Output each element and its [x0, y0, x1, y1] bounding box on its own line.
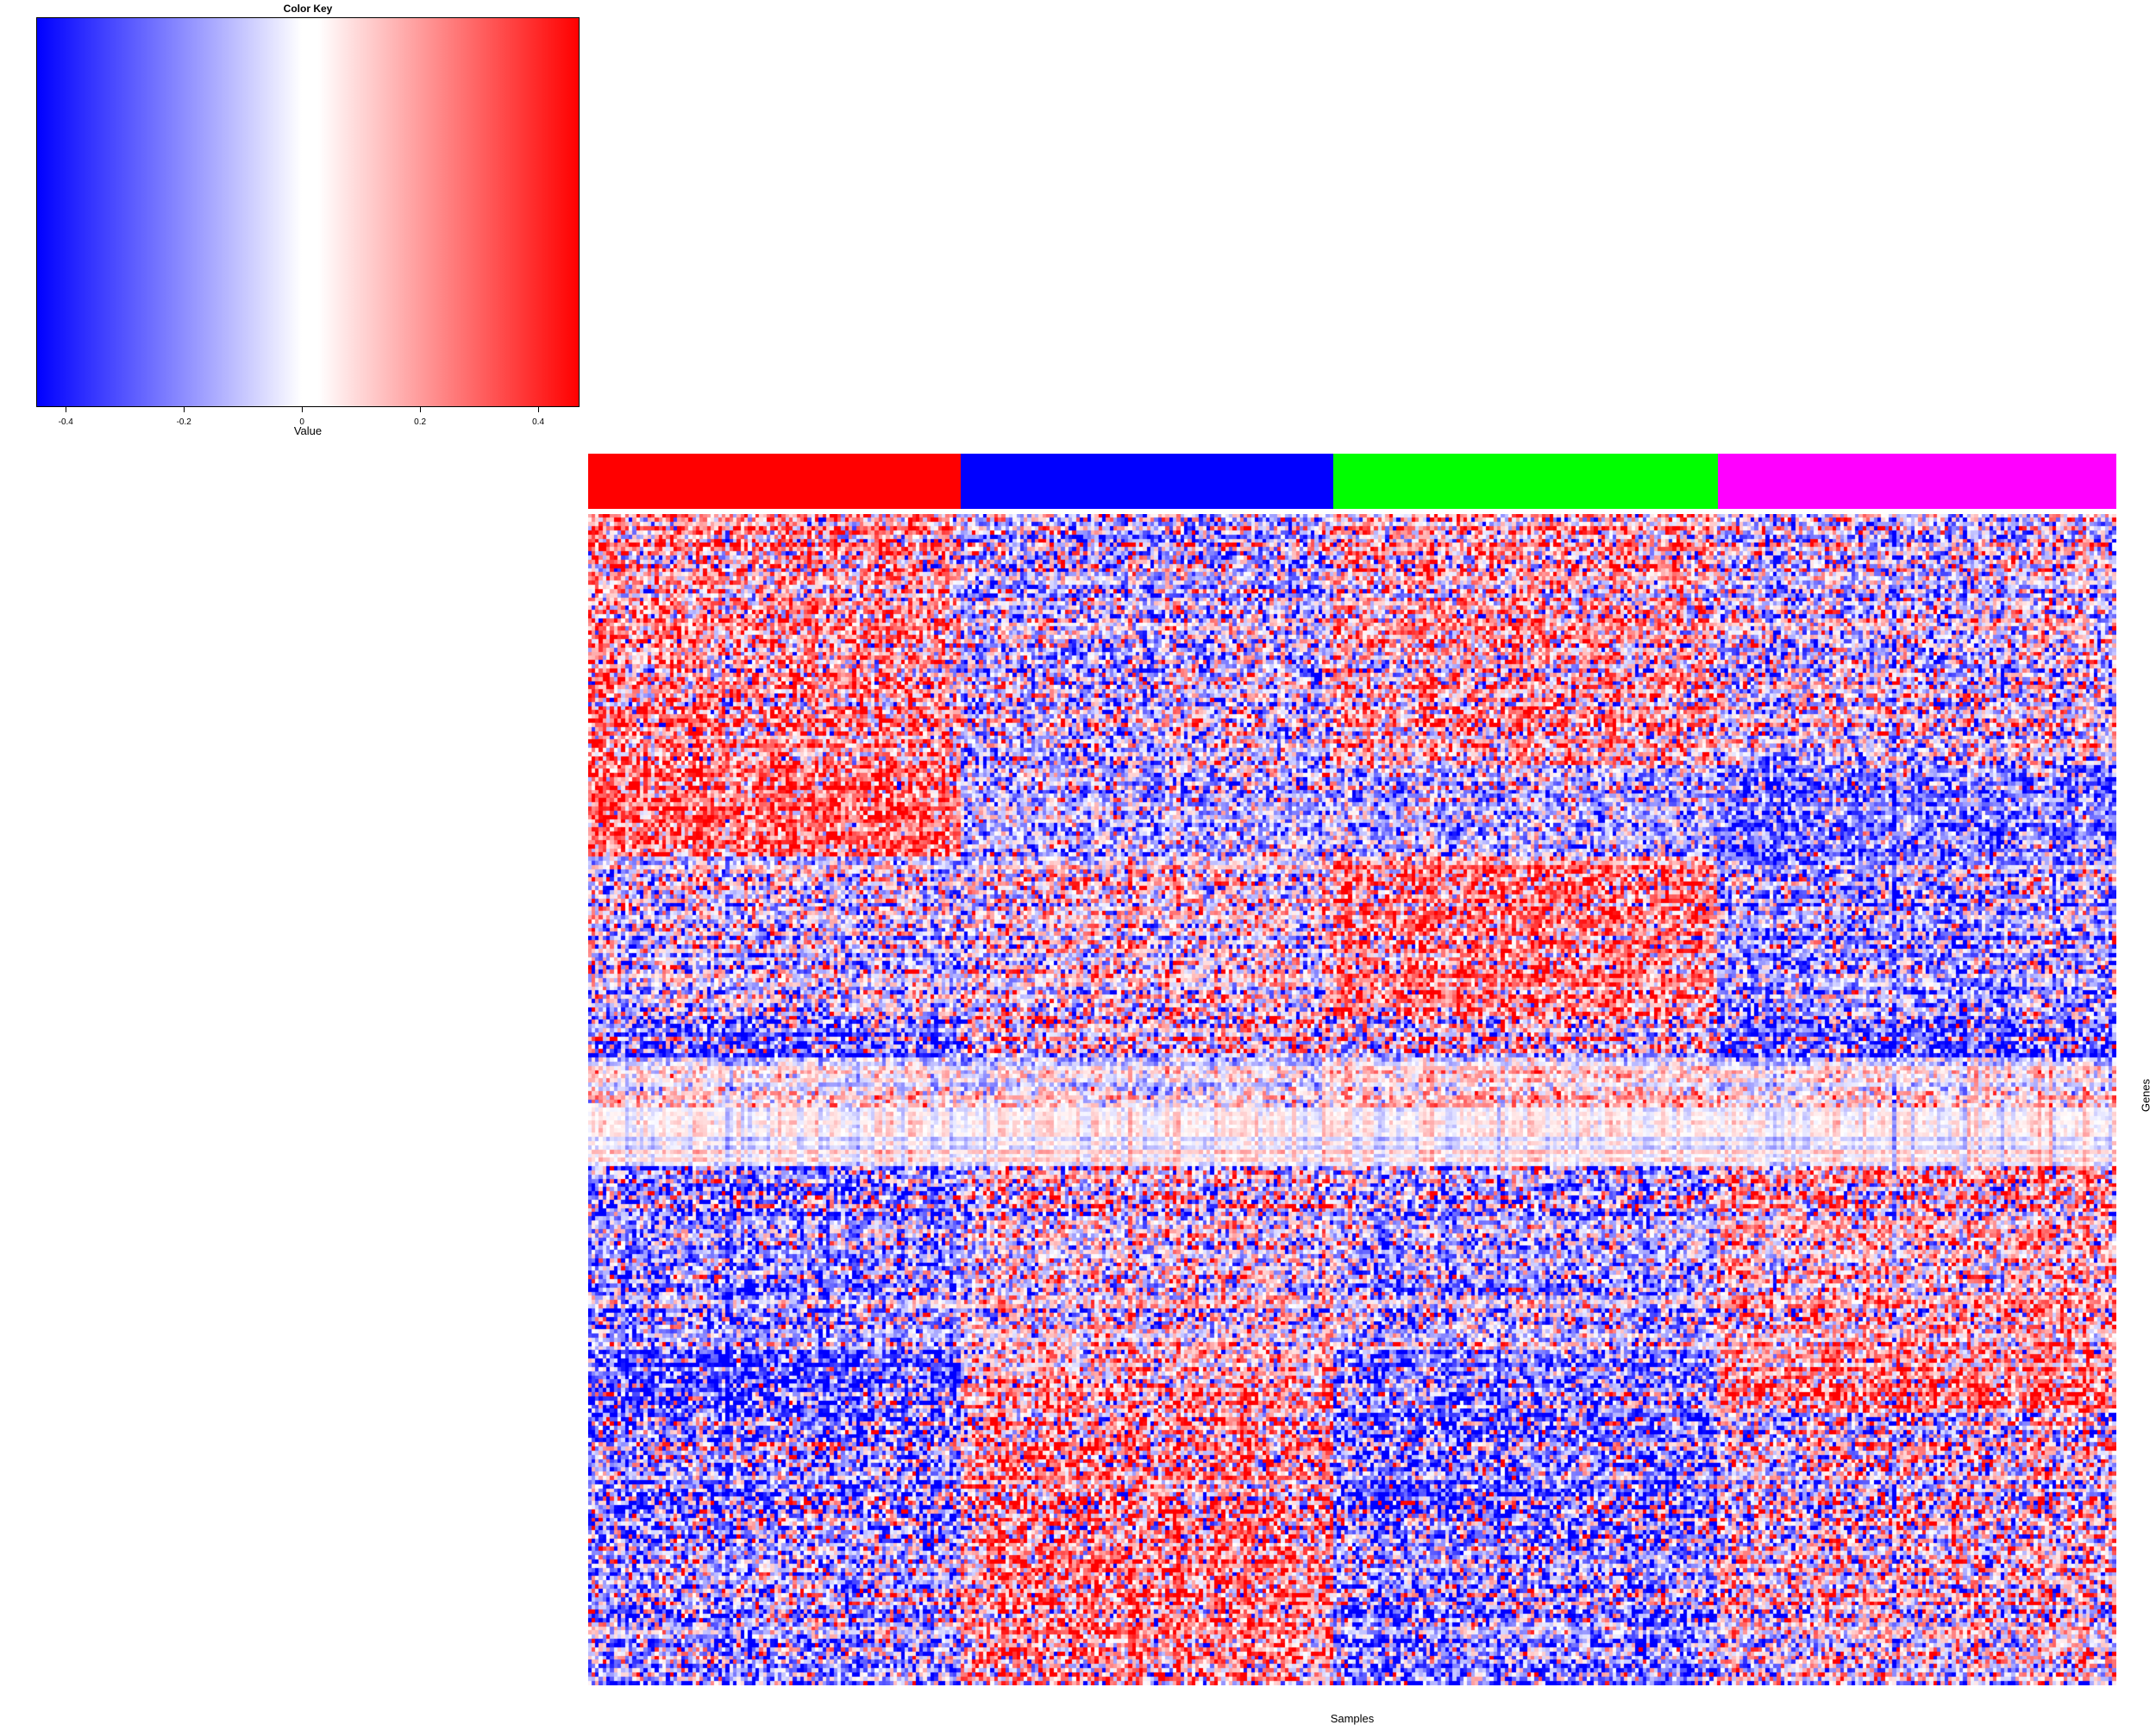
column-group-bar: [1717, 454, 2116, 509]
color-key-tick: [420, 407, 422, 412]
y-axis-label: Genes: [2139, 1078, 2153, 1113]
color-key-title: Color Key: [283, 3, 333, 15]
color-key-tick: [538, 407, 540, 412]
column-group-bar: [1333, 454, 1718, 509]
column-group-bar: [961, 454, 1334, 509]
color-key-bar: [36, 17, 580, 407]
color-key-tick: [184, 407, 185, 412]
color-key-tick-label: 0.4: [532, 417, 545, 427]
heatmap-grid: [588, 514, 2116, 1685]
color-key-xlabel: Value: [293, 424, 323, 437]
color-key-tick-label: 0: [299, 417, 304, 427]
color-key-tick: [302, 407, 304, 412]
column-group-bar: [588, 454, 962, 509]
color-key-tick-label: -0.2: [176, 417, 191, 427]
color-key-axis: -0.4 -0.2 0 0.2 0.4: [36, 407, 580, 433]
color-key-tick-label: -0.4: [58, 417, 73, 427]
x-axis-label: Samples: [1330, 1712, 1375, 1725]
color-key-tick-label: 0.2: [414, 417, 427, 427]
